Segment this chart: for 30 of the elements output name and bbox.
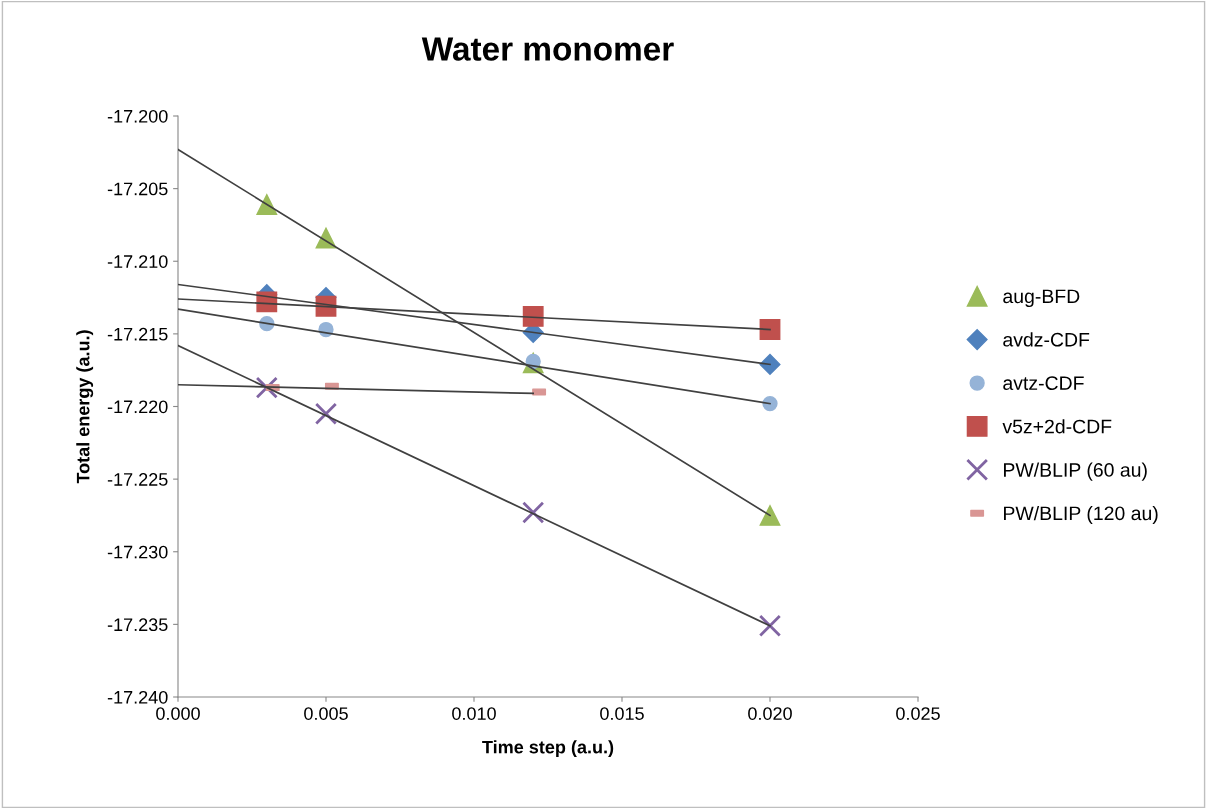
- x-tick-label: 0.010: [452, 707, 496, 720]
- legend-label: v5z+2d-CDF: [1002, 419, 1112, 434]
- x-tick-label: 0.005: [304, 707, 348, 720]
- y-tick-label: -17.200: [107, 109, 168, 123]
- x-tick-label: 0.000: [156, 707, 200, 720]
- point: [522, 306, 544, 327]
- point: [759, 505, 781, 526]
- legend-label: avtz-CDF: [1003, 376, 1084, 391]
- legend-label: PW/BLIP (60 au): [1004, 462, 1147, 481]
- y-tick-label: -17.220: [107, 400, 168, 414]
- x-tick-label: 0.015: [600, 707, 644, 720]
- y-tick-label: -17.210: [107, 255, 168, 268]
- legend-label: PW/BLIP (120 au): [1004, 505, 1158, 525]
- point: [758, 614, 782, 637]
- x-tick-label: 0.025: [896, 707, 940, 720]
- y-tick-label: -17.230: [107, 545, 168, 559]
- legend-label: aug-BFD: [1003, 289, 1080, 308]
- y-tick-label: -17.225: [107, 473, 168, 486]
- point: [759, 353, 781, 375]
- y-tick-label: -17.240: [107, 690, 168, 704]
- y-tick-label: -17.235: [107, 618, 168, 632]
- x-tick-label: 0.020: [748, 707, 792, 720]
- y-tick-label: -17.215: [107, 327, 168, 341]
- legend-label: avdz-CDF: [1003, 332, 1090, 347]
- point: [759, 319, 781, 340]
- x-axis-title: Time step (a.u.): [482, 740, 614, 758]
- y-tick-label: -17.205: [107, 182, 168, 196]
- chart-title: Water monomer: [421, 37, 674, 61]
- y-axis-title: Total energy (a.u.): [76, 330, 94, 484]
- point: [762, 395, 778, 412]
